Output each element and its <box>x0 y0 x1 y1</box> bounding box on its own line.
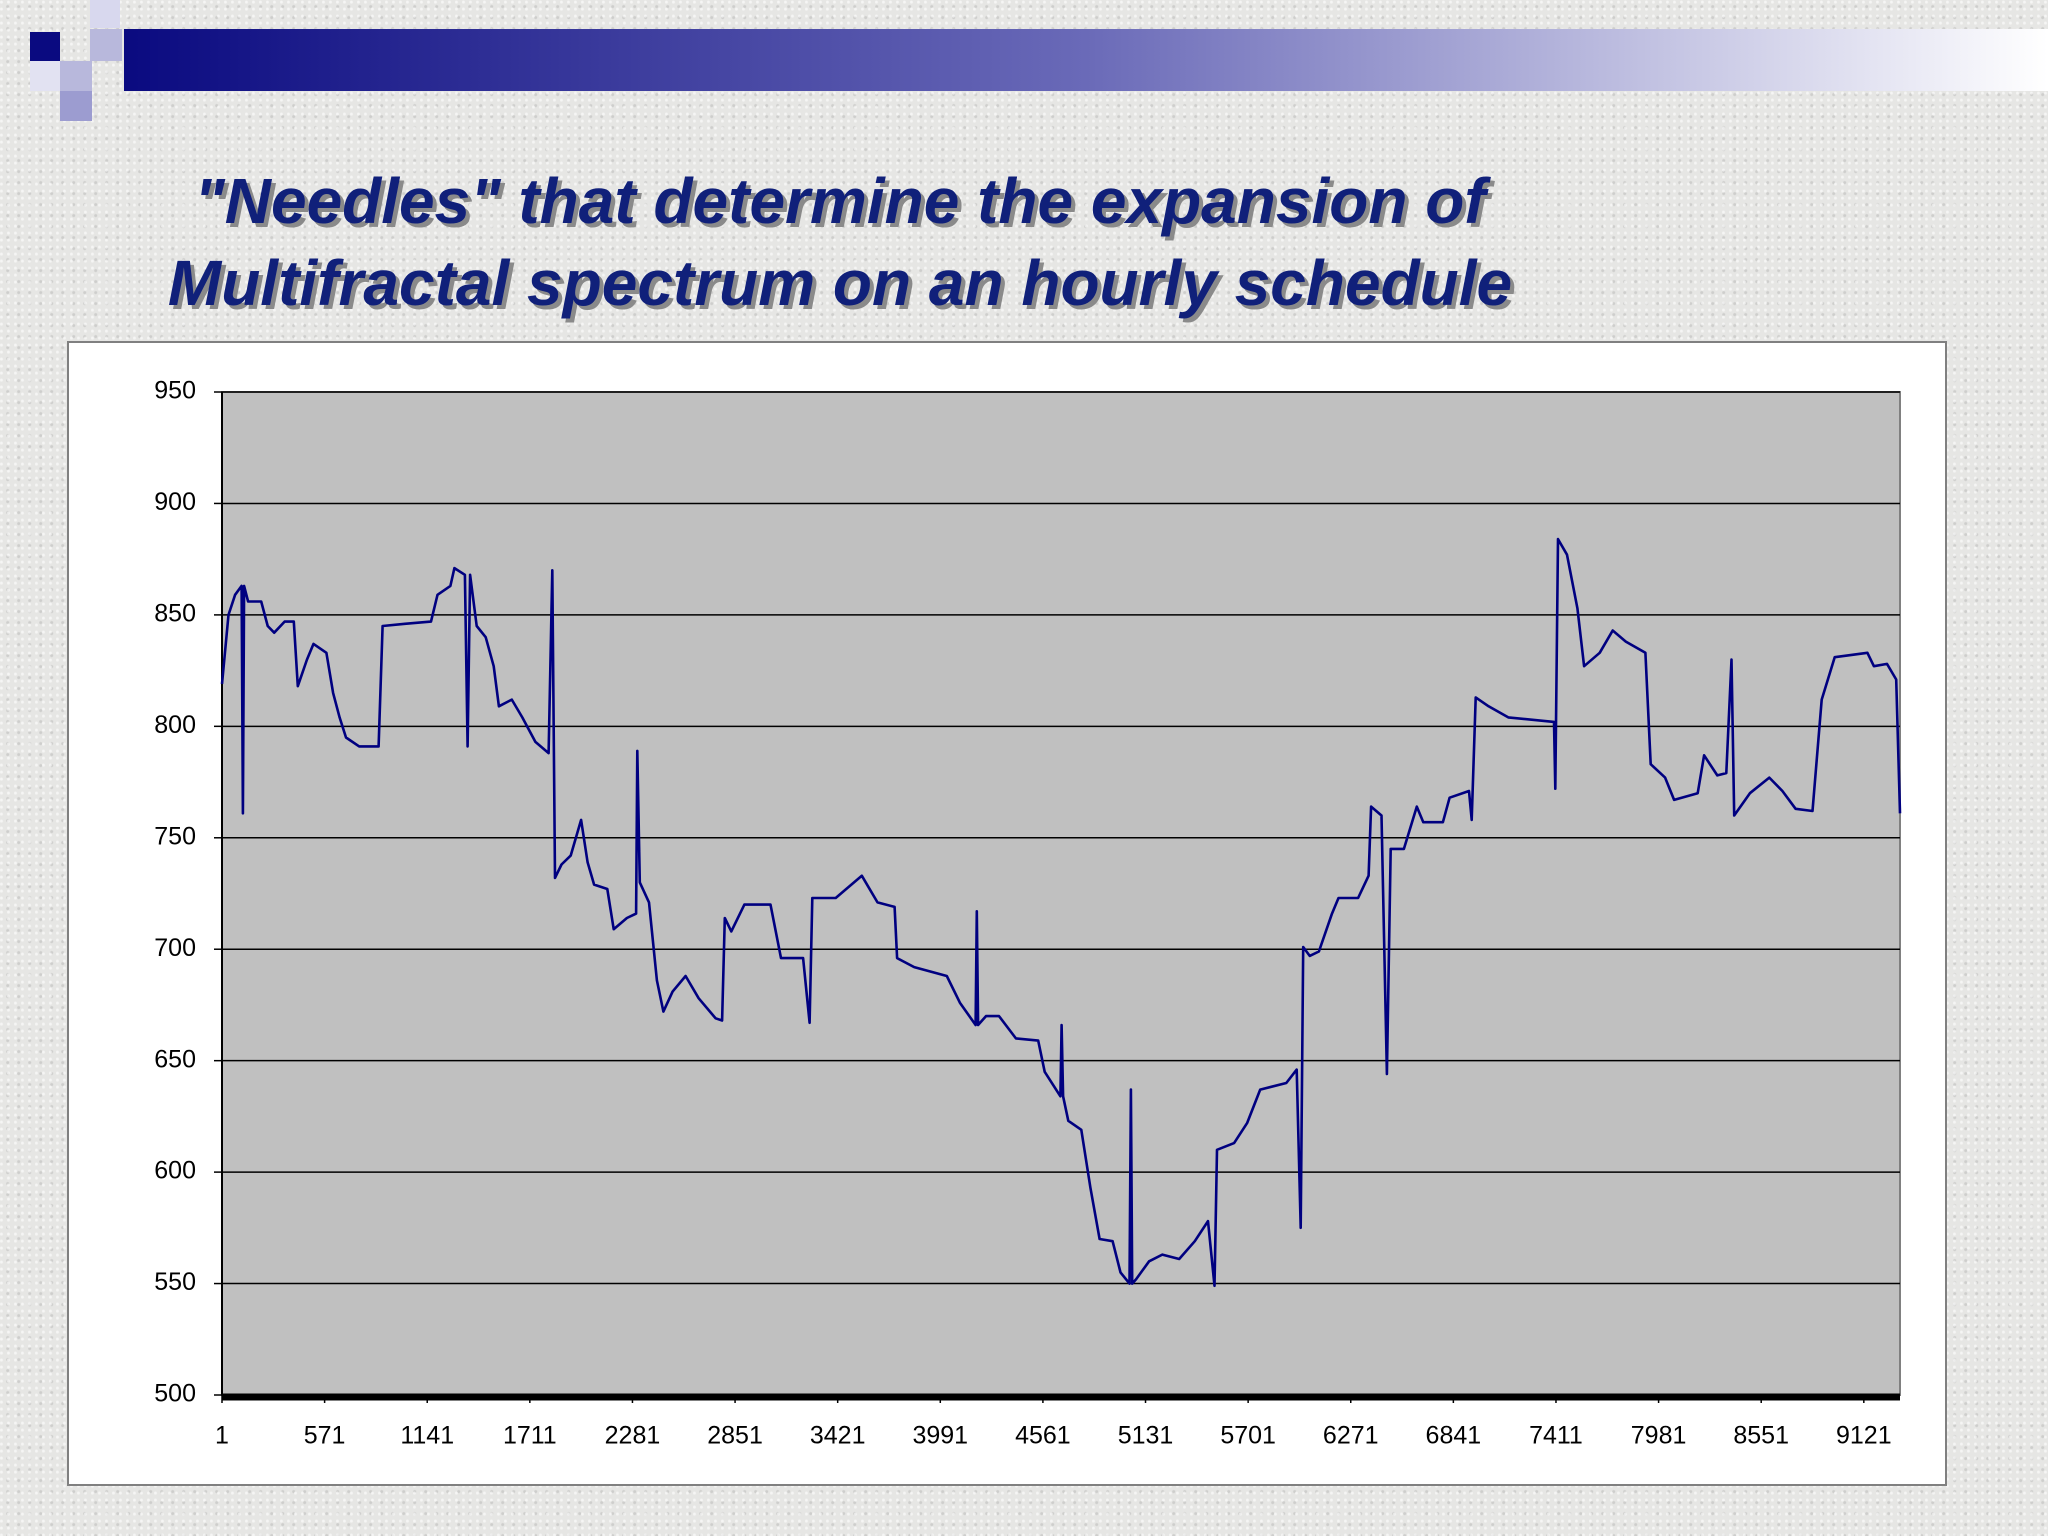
x-tick-label: 6271 <box>1323 1422 1379 1450</box>
y-tick-label: 900 <box>154 488 196 516</box>
x-tick-label: 9121 <box>1836 1422 1892 1450</box>
deco-square <box>30 61 60 91</box>
slide-title: "Needles" that determine the expansion o… <box>167 165 1513 401</box>
x-tick-label: 7411 <box>1529 1422 1583 1450</box>
x-tick-label: 5701 <box>1220 1422 1276 1450</box>
x-tick-label: 3991 <box>912 1422 968 1450</box>
banner-gradient <box>124 29 2048 91</box>
x-tick-label: 571 <box>304 1422 346 1450</box>
y-tick-label: 600 <box>154 1157 196 1185</box>
y-tick-label: 650 <box>154 1045 196 1073</box>
y-tick-label: 550 <box>154 1268 196 1296</box>
x-tick-label: 1 <box>215 1422 229 1450</box>
x-tick-label: 7981 <box>1631 1422 1687 1450</box>
x-tick-label: 2281 <box>605 1422 661 1450</box>
x-tick-label: 6841 <box>1426 1422 1482 1450</box>
x-tick-label: 3421 <box>810 1422 866 1450</box>
deco-square <box>30 32 60 62</box>
deco-square <box>90 29 122 61</box>
x-tick-label: 1141 <box>400 1422 454 1450</box>
y-tick-label: 700 <box>154 934 196 962</box>
x-tick-label: 1711 <box>503 1422 557 1450</box>
chart-frame <box>67 341 1947 1486</box>
deco-square <box>90 0 120 28</box>
y-tick-label: 850 <box>154 599 196 627</box>
series-line <box>220 537 1902 1288</box>
x-tick-label: 4561 <box>1015 1422 1071 1450</box>
deco-square <box>60 61 92 91</box>
x-tick-label: 8551 <box>1733 1422 1789 1450</box>
y-tick-label: 800 <box>154 711 196 739</box>
y-tick-label: 500 <box>154 1380 196 1408</box>
x-tick-label: 2851 <box>707 1422 763 1450</box>
x-tick-label: 5131 <box>1118 1422 1174 1450</box>
y-tick-label: 750 <box>154 822 196 850</box>
header-banner <box>30 0 2048 121</box>
deco-square <box>60 91 92 121</box>
plot-area <box>221 391 1901 1396</box>
